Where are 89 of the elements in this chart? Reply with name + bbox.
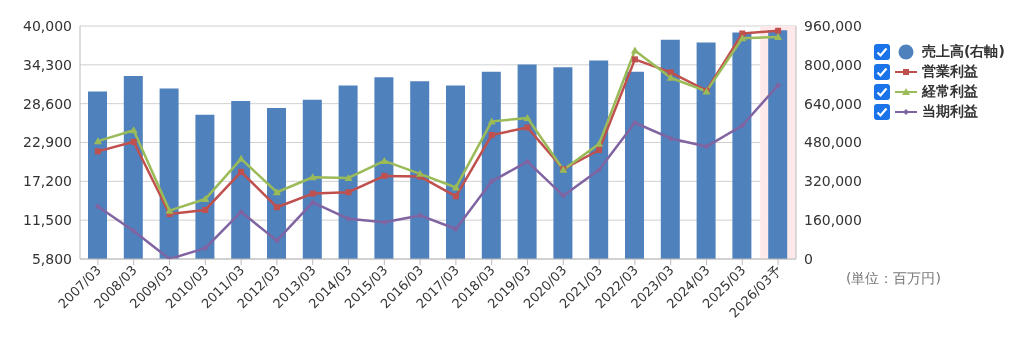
point [273, 204, 280, 211]
point [595, 139, 604, 147]
point [202, 245, 209, 252]
y-tick-label: 11,500 [23, 212, 72, 229]
bar [267, 108, 286, 259]
point [631, 119, 638, 126]
y2-tick-label: 640,000 [804, 95, 862, 112]
bar [410, 81, 430, 259]
point [596, 166, 603, 173]
text: (単位：百万円) [846, 270, 941, 288]
bar [195, 114, 215, 259]
point [165, 206, 174, 214]
legend-label: 売上高(右軸) [922, 43, 1005, 61]
bar [88, 91, 107, 259]
bar [338, 85, 358, 259]
point [238, 208, 245, 215]
point [523, 113, 532, 121]
y-tick-label: 17,200 [23, 173, 72, 190]
point [738, 34, 747, 42]
point [380, 156, 389, 164]
bar [374, 77, 394, 259]
point [201, 195, 210, 203]
y-tick-label: 28,600 [23, 95, 72, 112]
point [309, 190, 316, 197]
point [93, 137, 102, 145]
bar [696, 42, 716, 259]
point [452, 193, 459, 200]
y-tick-label: 5,800 [31, 250, 72, 267]
bar [589, 60, 609, 259]
bar [517, 64, 537, 259]
point [774, 32, 783, 40]
point [524, 158, 531, 165]
legend-label: 経常利益 [922, 83, 978, 101]
point [130, 228, 137, 235]
y2-tick-label: 0 [804, 250, 813, 267]
point [308, 173, 317, 181]
point [488, 178, 495, 185]
point [775, 82, 782, 89]
bar [446, 85, 465, 259]
point [344, 173, 353, 181]
bar [159, 88, 179, 259]
point [129, 126, 138, 134]
legend-label: 営業利益 [922, 63, 978, 81]
y-tick-label: 40,000 [23, 17, 72, 34]
bar [302, 99, 322, 259]
point [238, 168, 245, 175]
point [381, 172, 388, 179]
point [560, 192, 567, 199]
bar [660, 39, 680, 259]
point [630, 46, 639, 54]
bar [481, 71, 501, 259]
y2-tick-label: 160,000 [804, 212, 862, 229]
point [273, 237, 280, 244]
y-tick-label: 22,900 [23, 134, 72, 151]
point [130, 138, 137, 145]
bar [123, 76, 143, 259]
y2-tick-label: 800,000 [804, 56, 862, 73]
y-tick-label: 34,300 [23, 56, 72, 73]
point [739, 30, 746, 37]
point [667, 135, 674, 142]
point [309, 199, 316, 206]
point [524, 124, 531, 131]
legend-label: 当期利益 [922, 103, 978, 121]
point [452, 226, 459, 233]
point [666, 73, 675, 81]
point [345, 189, 352, 196]
point [237, 154, 246, 162]
point [416, 169, 425, 177]
point [631, 56, 638, 63]
point [381, 219, 388, 226]
bar [231, 101, 251, 259]
bar [553, 67, 573, 259]
bar [732, 32, 752, 259]
point [488, 132, 495, 139]
bar [625, 71, 644, 259]
point [94, 203, 101, 210]
point [667, 69, 674, 76]
point [345, 215, 352, 222]
point [272, 188, 281, 196]
point [596, 146, 603, 153]
y2-tick-label: 960,000 [804, 17, 862, 34]
point [703, 143, 710, 150]
y2-tick-label: 320,000 [804, 173, 862, 190]
y2-tick-label: 480,000 [804, 134, 862, 151]
point [739, 122, 746, 129]
point [94, 148, 101, 155]
point [202, 206, 209, 213]
point [417, 212, 424, 219]
point [775, 27, 782, 34]
